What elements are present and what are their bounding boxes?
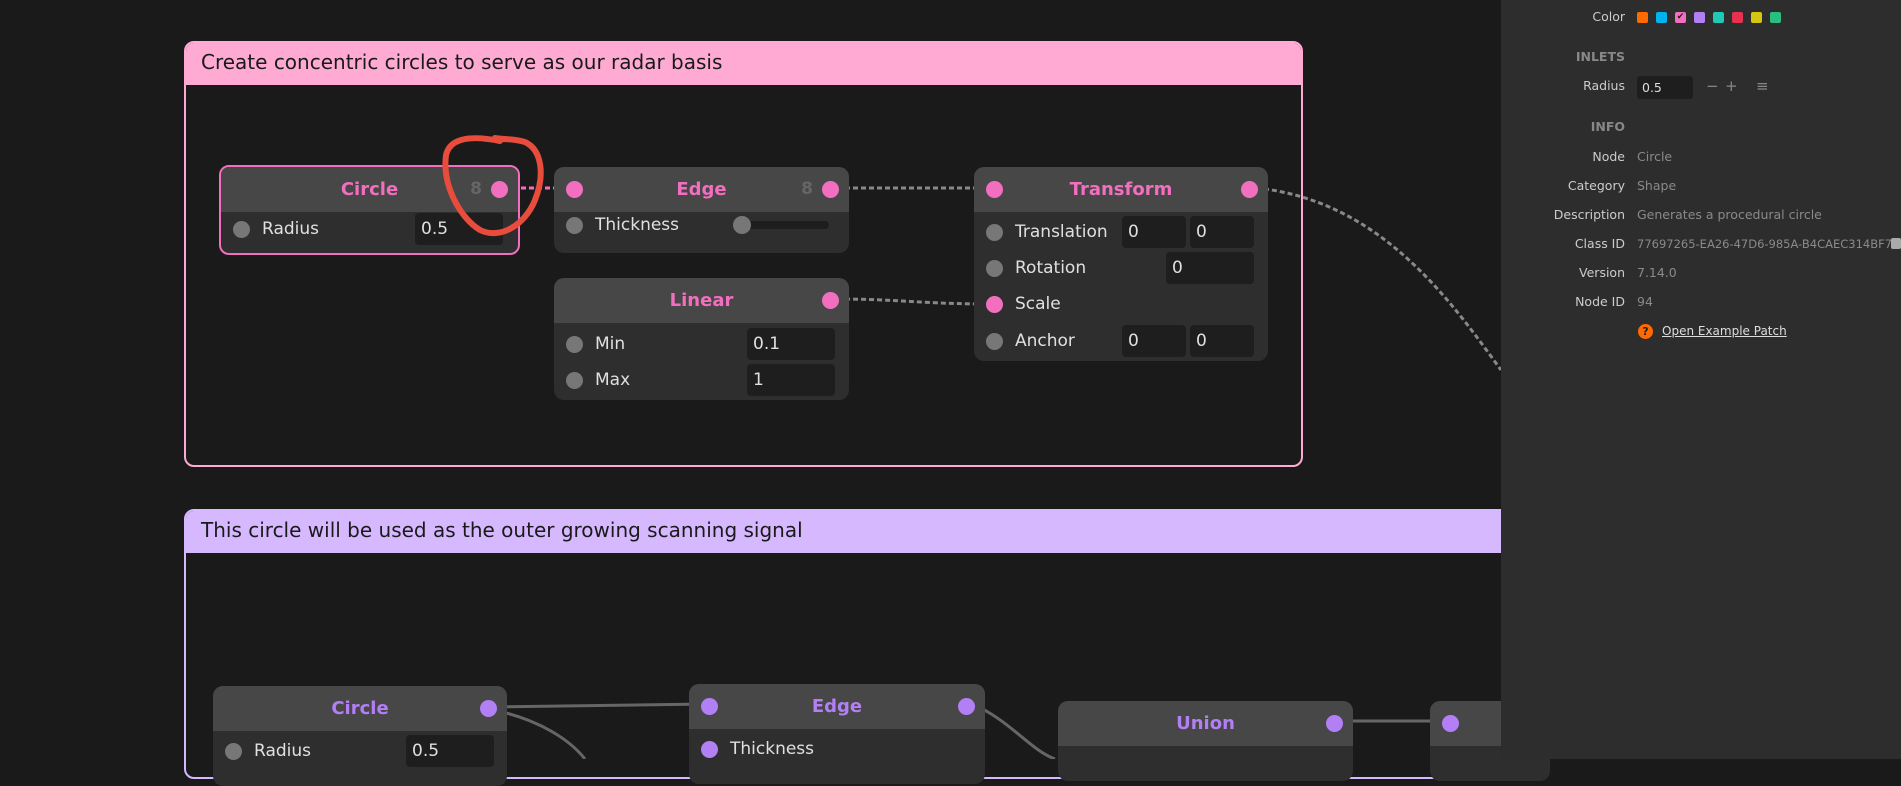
- wire-circle2-down: [493, 708, 587, 759]
- group-title: Create concentric circles to serve as ou…: [186, 43, 1301, 85]
- min-input[interactable]: 0.1: [747, 328, 835, 360]
- wire-linear-transform: [836, 297, 994, 306]
- input-port[interactable]: [986, 260, 1003, 277]
- info-value: 7.14.0: [1637, 265, 1677, 280]
- radius-field[interactable]: 0.5: [1637, 76, 1693, 99]
- wire-circle2-edge2: [493, 702, 710, 709]
- node-title: Circle: [340, 179, 399, 200]
- annotation-circle: [442, 135, 544, 237]
- output-port[interactable]: [491, 181, 508, 198]
- color-swatch[interactable]: [1637, 12, 1648, 23]
- info-label: Category: [1567, 178, 1625, 193]
- copy-icon[interactable]: [1891, 238, 1901, 249]
- color-swatch[interactable]: [1694, 12, 1705, 23]
- info-label: Class ID: [1574, 236, 1625, 251]
- radius-label: Radius: [1583, 78, 1625, 93]
- input-port[interactable]: [566, 181, 583, 198]
- node-title: Transform: [1069, 179, 1173, 200]
- input-port[interactable]: [1442, 715, 1459, 732]
- input-label-scale: Scale: [1015, 294, 1061, 314]
- input-port[interactable]: [233, 221, 250, 238]
- rotation-input[interactable]: 0: [1166, 252, 1254, 284]
- decrement-button[interactable]: −: [1706, 77, 1719, 95]
- node-linear[interactable]: Linear Min 0.1 Max 1: [554, 278, 849, 400]
- info-value: 94: [1637, 294, 1653, 309]
- max-input[interactable]: 1: [747, 364, 835, 396]
- color-swatch-selected[interactable]: ✔: [1675, 12, 1686, 23]
- output-port[interactable]: [480, 700, 497, 717]
- color-swatch[interactable]: [1656, 12, 1667, 23]
- menu-icon[interactable]: ≡: [1756, 77, 1769, 95]
- output-count: 8: [470, 179, 482, 199]
- group-title: This circle will be used as the outer gr…: [186, 511, 1512, 553]
- inspector-panel: Color ✔ INLETS Radius 0.5 − + ≡ INFO Nod…: [1501, 0, 1901, 759]
- radius-input[interactable]: 0.5: [415, 213, 503, 245]
- input-label-thickness: Thickness: [595, 215, 680, 235]
- input-port[interactable]: [225, 743, 242, 760]
- input-port[interactable]: [566, 372, 583, 389]
- input-port[interactable]: [986, 333, 1003, 350]
- thickness-slider[interactable]: [734, 221, 829, 229]
- input-label-min: Min: [595, 334, 626, 354]
- comment-group-scanning-signal[interactable]: This circle will be used as the outer gr…: [184, 509, 1514, 779]
- class-id-value: 77697265-EA26-47D6-985A-B4CAEC314BF7: [1637, 237, 1893, 251]
- info-heading: INFO: [1590, 119, 1625, 134]
- translation-y-input[interactable]: 0: [1190, 216, 1254, 248]
- node-union[interactable]: Union: [1058, 701, 1353, 781]
- node-title: Edge: [676, 179, 727, 200]
- info-value: Circle: [1637, 149, 1673, 164]
- input-port[interactable]: [566, 336, 583, 353]
- node-edge[interactable]: Edge 8 Thickness: [554, 167, 849, 253]
- input-port[interactable]: [566, 217, 583, 234]
- translation-x-input[interactable]: 0: [1122, 216, 1186, 248]
- slider-handle[interactable]: [733, 216, 751, 234]
- input-port-connected[interactable]: [986, 296, 1003, 313]
- node-title: Union: [1176, 713, 1235, 734]
- input-label-max: Max: [595, 370, 631, 390]
- info-label: Description: [1553, 207, 1625, 222]
- node-title: Edge: [811, 696, 863, 717]
- anchor-x-input[interactable]: 0: [1122, 325, 1186, 357]
- inlets-heading: INLETS: [1575, 49, 1625, 64]
- input-label-rotation: Rotation: [1015, 258, 1087, 278]
- output-count: 8: [801, 179, 813, 199]
- input-port-connected[interactable]: [701, 741, 718, 758]
- color-swatches: ✔: [1637, 7, 1789, 27]
- info-label: Version: [1579, 265, 1625, 280]
- output-port[interactable]: [1241, 181, 1258, 198]
- output-port[interactable]: [958, 698, 975, 715]
- input-label-radius: Radius: [262, 219, 320, 239]
- output-port[interactable]: [1326, 715, 1343, 732]
- color-swatch[interactable]: [1713, 12, 1724, 23]
- info-label: Node ID: [1575, 294, 1625, 309]
- input-label-radius: Radius: [254, 741, 312, 761]
- info-label: Node: [1592, 149, 1625, 164]
- anchor-y-input[interactable]: 0: [1190, 325, 1254, 357]
- node-circle[interactable]: Circle 8 Radius 0.5: [219, 165, 520, 255]
- input-port[interactable]: [986, 224, 1003, 241]
- color-swatch[interactable]: [1770, 12, 1781, 23]
- help-icon: ?: [1638, 324, 1653, 339]
- color-swatch[interactable]: [1751, 12, 1762, 23]
- output-port[interactable]: [822, 181, 839, 198]
- input-port[interactable]: [701, 698, 718, 715]
- open-example-patch-link[interactable]: Open Example Patch: [1662, 324, 1787, 338]
- node-title: Circle: [331, 698, 389, 719]
- input-label-translation: Translation: [1015, 222, 1108, 242]
- info-value: Generates a procedural circle: [1637, 207, 1822, 222]
- info-value: Shape: [1637, 178, 1677, 193]
- input-port[interactable]: [986, 181, 1003, 198]
- comment-group-radar-basis[interactable]: Create concentric circles to serve as ou…: [184, 41, 1303, 467]
- input-label-thickness: Thickness: [730, 739, 815, 759]
- output-port[interactable]: [822, 292, 839, 309]
- node-transform[interactable]: Transform Translation 0 0 Rotation 0 Scale …: [974, 167, 1268, 361]
- input-label-anchor: Anchor: [1015, 331, 1075, 351]
- color-label: Color: [1592, 9, 1625, 24]
- increment-button[interactable]: +: [1725, 77, 1738, 95]
- color-swatch[interactable]: [1732, 12, 1743, 23]
- node-title: Linear: [669, 290, 734, 311]
